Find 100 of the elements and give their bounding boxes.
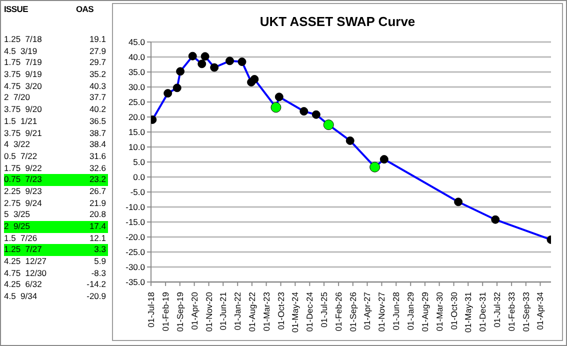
data-label: -20.9 <box>86 291 106 303</box>
data-label: 5.9 <box>93 256 106 268</box>
data-label: 21.9 <box>88 198 106 210</box>
y-tick-label: -5.0 <box>130 187 146 198</box>
y-tick-label: 35.0 <box>128 67 146 78</box>
data-label: 3.3 <box>93 244 106 256</box>
x-tick-label: 01-Sep-26 <box>348 292 358 332</box>
point <box>210 63 219 72</box>
category-label: 4 3/22 <box>4 139 31 151</box>
y-tick-label: -10.0 <box>126 202 146 212</box>
point <box>454 198 463 206</box>
x-tick-label: 01-Jan-29 <box>406 292 416 330</box>
data-label: 12.1 <box>88 232 106 244</box>
y-tick-label: 15.0 <box>128 127 146 138</box>
y-tick-label: 5.0 <box>133 157 146 168</box>
x-tick-label: 01-Nov-20 <box>204 292 214 332</box>
y-tick-label: 10.0 <box>128 142 146 152</box>
point <box>176 67 185 76</box>
category-label: 4.5 9/34 <box>4 291 38 303</box>
category-label: 1.5 1/21 <box>4 116 38 128</box>
data-label: 40.3 <box>88 80 106 92</box>
category-label: 3.75 9/19 <box>4 69 43 81</box>
category-label: 5 3/25 <box>4 209 31 221</box>
x-tick-label: 01-Jun-28 <box>391 292 402 330</box>
x-tick-label: 01-Dec-24 <box>304 292 315 332</box>
y-tick-label: 45.0 <box>128 37 146 48</box>
x-tick-label: 01-Aug-29 <box>420 292 430 332</box>
x-tick-label: 01-Feb-19 <box>160 292 171 332</box>
y-tick-label: 25.0 <box>128 97 146 108</box>
data-label: 35.2 <box>88 69 106 81</box>
y-tick-label: 0.0 <box>133 172 146 182</box>
category-label: 2.25 9/23 <box>4 186 43 198</box>
point <box>380 155 388 164</box>
data-label: 27.9 <box>88 46 106 58</box>
y-tick-label: -35.0 <box>126 277 146 288</box>
data-label: 31.6 <box>88 150 106 163</box>
category-label: 2 7/20 <box>4 92 31 104</box>
x-tick-label: 01-Feb-26 <box>334 292 344 332</box>
y-tick-label: -25.0 <box>126 247 146 258</box>
category-label: 4.5 3/19 <box>4 46 38 58</box>
data-label: 38.4 <box>88 139 106 151</box>
point <box>274 92 284 102</box>
data-label: 37.7 <box>88 92 106 104</box>
category-label: 0.75 7/23 <box>4 174 43 186</box>
x-tick-label: 01-Apr-20 <box>189 292 200 330</box>
data-label: 23.2 <box>88 174 106 186</box>
chart-title: UKT ASSET SWAP Curve <box>258 14 416 29</box>
category-label: 4.25 6/32 <box>4 279 43 292</box>
category-label: 3.75 9/20 <box>4 104 43 116</box>
text: ISSUE <box>4 4 30 16</box>
x-tick-label: 01-May-24 <box>290 292 300 333</box>
category-label: 1.25 7/27 <box>4 244 43 256</box>
data-label: 20.8 <box>88 209 106 221</box>
x-tick-label: 01-Jun-21 <box>218 292 228 330</box>
x-tick-label: 01-Jul-32 <box>492 292 502 328</box>
y-tick-label: -20.0 <box>126 232 146 242</box>
x-tick-label: 01-Apr-34 <box>535 292 546 330</box>
x-tick-label: 01-Dec-31 <box>478 292 488 332</box>
data-label: 38.7 <box>88 128 106 140</box>
x-tick-label: 01-Sep-33 <box>520 292 531 332</box>
x-tick-label: 01-Nov-27 <box>376 292 387 332</box>
y-tick-label: 20.0 <box>128 112 146 122</box>
y-tick-label: 40.0 <box>128 52 146 62</box>
point <box>312 110 320 119</box>
x-tick-label: 01-Jul-25 <box>319 292 330 328</box>
x-tick-label: 01-Aug-22 <box>246 292 257 332</box>
x-tick-label: 01-Feb-33 <box>506 292 517 332</box>
point <box>238 58 246 66</box>
point <box>346 136 354 145</box>
category-label: 0.5 7/22 <box>4 150 38 163</box>
point <box>200 52 210 61</box>
point <box>164 89 172 98</box>
data-label: 32.6 <box>88 162 106 174</box>
x-tick-label: 01-Sep-19 <box>174 292 185 332</box>
x-tick-label: 01-Jul-18 <box>146 292 156 328</box>
point <box>491 215 500 224</box>
y-tick-label: -30.0 <box>126 262 146 272</box>
point <box>300 107 308 116</box>
data-label: -14.2 <box>86 279 106 292</box>
data-label: -8.3 <box>90 268 106 280</box>
data-label: 26.7 <box>88 186 106 198</box>
point <box>226 56 234 66</box>
x-tick-label: 01-Apr-27 <box>362 292 372 330</box>
y-tick-label: -15.0 <box>126 217 146 228</box>
category-label: 4.75 12/30 <box>4 268 48 280</box>
point <box>198 60 206 68</box>
category-label: 1.75 7/19 <box>4 57 43 70</box>
x-tick-label: 01-May-31 <box>463 292 474 333</box>
x-tick-label: 01-Mar-30 <box>434 292 444 332</box>
point <box>172 84 182 92</box>
data-label: 36.5 <box>88 116 106 128</box>
y-tick-label: 30.0 <box>128 82 146 92</box>
x-tick-label: 01-Oct-30 <box>448 292 459 330</box>
x-tick-label: 01-Oct-23 <box>276 292 286 330</box>
category-label: 1.75 9/22 <box>4 162 43 174</box>
data-label: 19.1 <box>88 34 106 46</box>
text: OAS <box>76 4 94 16</box>
category-label: 3.75 9/21 <box>4 128 43 140</box>
category-label: 2.75 9/24 <box>4 198 43 210</box>
x-tick-label: 01-Mar-23 <box>261 292 272 332</box>
